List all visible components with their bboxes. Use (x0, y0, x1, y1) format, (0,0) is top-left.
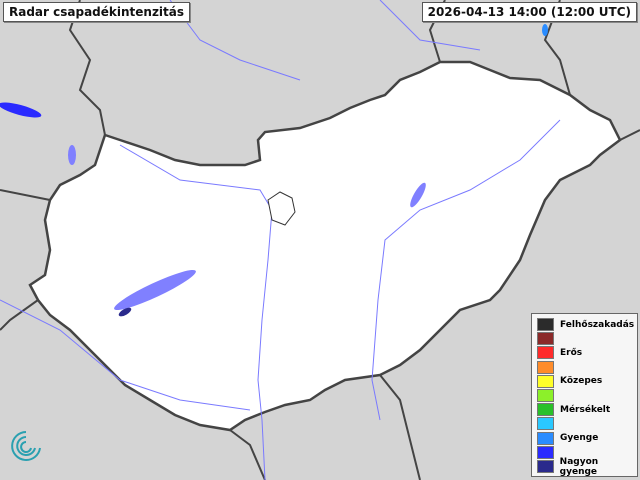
legend-item (537, 332, 560, 346)
legend-swatch (537, 403, 554, 417)
legend-swatch (537, 346, 554, 360)
legend-swatch (537, 360, 554, 374)
legend-label: Felhőszakadás (560, 319, 635, 330)
map-title: Radar csapadékintenzitás (3, 2, 191, 22)
legend-swatch (537, 389, 554, 402)
legend-label: Erős (560, 347, 583, 358)
legend-swatch (537, 318, 554, 331)
radar-echo (118, 307, 132, 317)
lake-balaton (114, 269, 196, 311)
radar-echo (542, 24, 548, 36)
legend-swatch (537, 445, 554, 459)
legend-item: Mérsékelt (537, 403, 611, 417)
legend-label: Nagyon gyenge (559, 456, 599, 477)
intensity-legend: Felhőszakadás Erős Közepes Mérsékelt Gyenge N… (531, 313, 638, 477)
met-service-logo-icon (11, 431, 41, 461)
legend-item (537, 389, 560, 402)
legend-swatch (537, 332, 554, 346)
rivers (0, 0, 561, 480)
legend-item: Nagyon gyenge (537, 457, 637, 477)
legend-item (537, 417, 560, 431)
hungary-country-area (28, 60, 622, 432)
legend-swatch (537, 431, 554, 445)
legend-item (537, 445, 560, 459)
legend-item: Közepes (537, 374, 603, 388)
legend-swatch (537, 460, 554, 473)
budapest-outline (267, 191, 296, 226)
legend-swatch (537, 417, 554, 431)
legend-label: Mérsékelt (560, 404, 611, 415)
radar-echo (0, 102, 42, 118)
legend-label: Közepes (560, 376, 603, 387)
legend-swatch (537, 374, 554, 388)
legend-item (537, 360, 560, 374)
legend-item: Gyenge (537, 431, 599, 445)
lake-tisza (410, 182, 426, 208)
timestamp: 2026-04-13 14:00 (12:00 UTC) (421, 2, 637, 22)
legend-item: Erős (537, 346, 583, 360)
legend-item: Felhőszakadás (537, 318, 634, 331)
legend-label: Gyenge (560, 433, 599, 444)
lake-neusiedl (68, 145, 76, 165)
